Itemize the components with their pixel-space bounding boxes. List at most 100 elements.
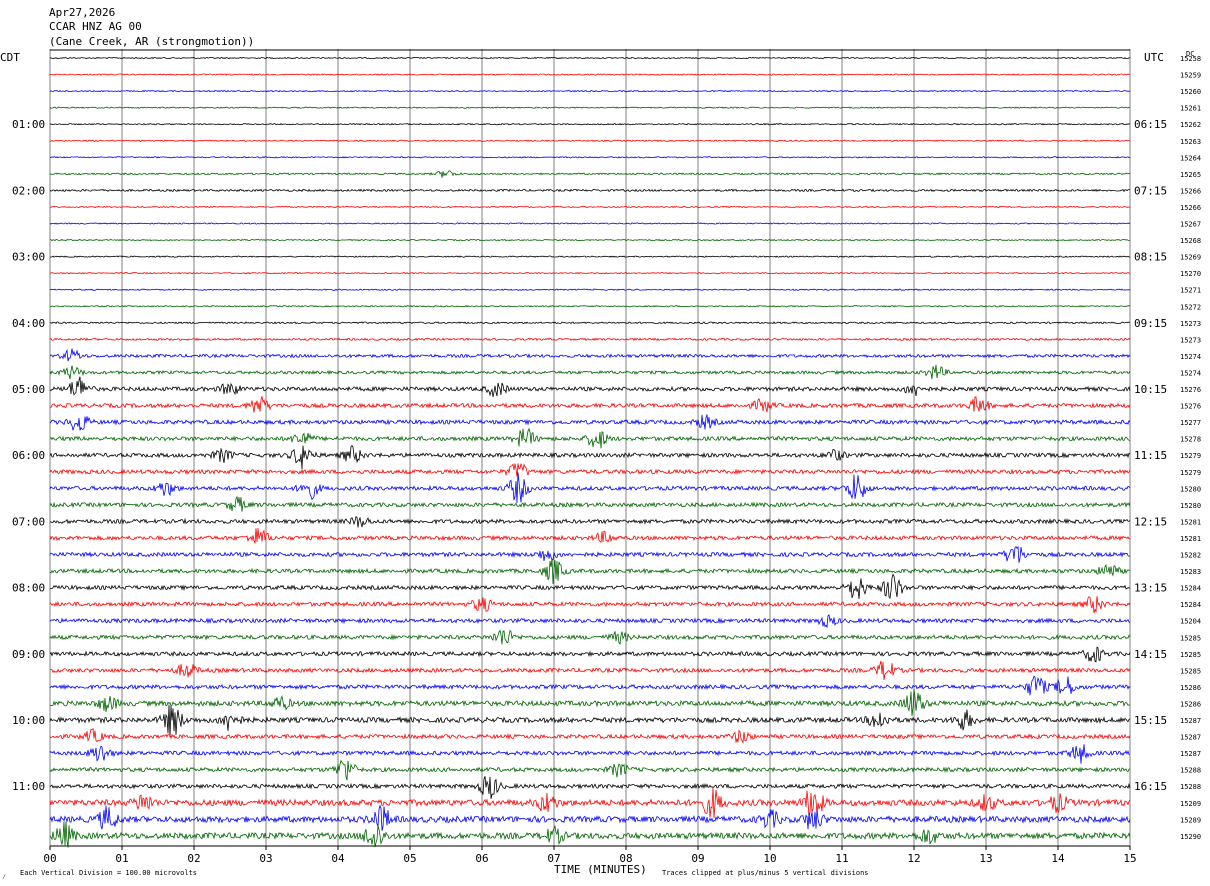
right-time-labels: 06:15 07:15 08:15 09:15 10:15 11:15 12:15 13:15… (1134, 118, 1167, 793)
x-tick-label: 09 (691, 852, 704, 865)
dc-value: 15284 (1180, 601, 1201, 609)
dc-value: 15290 (1180, 833, 1201, 841)
left-timezone-label: CDT (0, 51, 20, 64)
trace-30 (49, 545, 1131, 563)
trace-29 (49, 528, 1131, 544)
left-time-label: 01:00 (12, 118, 45, 131)
trace-5 (49, 139, 1131, 142)
trace-1 (49, 73, 1131, 76)
dc-value: 15260 (1180, 88, 1201, 96)
trace-39 (49, 688, 1131, 716)
trace-3 (49, 106, 1131, 109)
dc-value: 15277 (1180, 419, 1201, 427)
x-tick-label: 08 (619, 852, 632, 865)
dc-value: 15285 (1180, 634, 1201, 642)
trace-18 (49, 348, 1131, 362)
right-time-label: 13:15 (1134, 582, 1167, 595)
trace-46 (49, 804, 1131, 831)
right-time-label: 10:15 (1134, 383, 1167, 396)
trace-24 (49, 444, 1131, 470)
right-time-label: 15:15 (1134, 714, 1167, 727)
trace-4 (49, 122, 1131, 126)
dc-value: 15266 (1180, 204, 1201, 212)
dc-value: 15285 (1180, 651, 1201, 659)
trace-41 (49, 727, 1131, 744)
left-time-label: 06:00 (12, 449, 45, 462)
dc-value: 15269 (1180, 254, 1201, 262)
right-time-label: 11:15 (1134, 449, 1167, 462)
left-time-label: 08:00 (12, 582, 45, 595)
dc-label: DC (1186, 50, 1194, 58)
dc-value: 15263 (1180, 138, 1201, 146)
dc-value: 15274 (1180, 353, 1201, 361)
dc-value: 15287 (1180, 717, 1201, 725)
trace-32 (49, 573, 1131, 600)
dc-value: 15280 (1180, 502, 1201, 510)
right-time-label: 08:15 (1134, 251, 1167, 264)
dc-value: 15266 (1180, 187, 1201, 195)
dc-value: 15283 (1180, 568, 1201, 576)
dc-value: 15264 (1180, 154, 1201, 162)
x-tick-label: 07 (547, 852, 560, 865)
left-time-label: 02:00 (12, 184, 45, 197)
dc-value: 15276 (1180, 386, 1201, 394)
x-axis-ticks: 00 01 02 03 04 05 06 07 08 09 10 11 12 13 14 15 (43, 846, 1137, 865)
x-tick-label: 00 (43, 852, 56, 865)
dc-value: 15209 (1180, 800, 1201, 808)
x-tick-label: 02 (187, 852, 200, 865)
trace-31 (49, 558, 1131, 585)
trace-12 (50, 255, 1131, 258)
dc-value: 15274 (1180, 369, 1201, 377)
dc-value: 15287 (1180, 750, 1201, 758)
dc-value: 15286 (1180, 684, 1201, 692)
trace-26 (49, 472, 1131, 504)
dc-value: 15262 (1180, 121, 1201, 129)
trace-25 (49, 463, 1131, 477)
right-time-label: 16:15 (1134, 780, 1167, 793)
x-tick-label: 01 (115, 852, 128, 865)
dc-value: 15280 (1180, 485, 1201, 493)
dc-value: 15284 (1180, 585, 1201, 593)
corner-mark: ⁄ (2, 873, 6, 881)
left-time-label: 04:00 (12, 317, 45, 330)
dc-value: 15281 (1180, 535, 1201, 543)
trace-22 (49, 414, 1131, 431)
dc-value: 15278 (1180, 436, 1201, 444)
trace-15 (49, 305, 1131, 308)
dc-value: 15270 (1180, 270, 1201, 278)
trace-13 (49, 272, 1131, 275)
x-tick-label: 05 (403, 852, 416, 865)
dc-value: 15268 (1180, 237, 1201, 245)
minute-gridlines (49, 49, 1131, 847)
trace-10 (49, 222, 1131, 225)
trace-38 (49, 675, 1131, 696)
dc-value: 15289 (1180, 816, 1201, 824)
left-time-label: 03:00 (12, 251, 45, 264)
dc-value: 15276 (1180, 403, 1201, 411)
dc-value: 15267 (1180, 221, 1201, 229)
trace-2 (49, 89, 1130, 93)
dc-value: 15286 (1180, 700, 1201, 708)
trace-9 (49, 205, 1131, 209)
x-tick-label: 06 (475, 852, 488, 865)
x-axis-title: TIME (MINUTES) (554, 863, 647, 876)
header-station: CCAR HNZ AG 00 (49, 20, 142, 33)
dc-values: 15258 15259 15260 15261 15262 15263 15264 15265… (1180, 55, 1201, 841)
trace-47 (49, 821, 1131, 848)
trace-21 (49, 396, 1131, 413)
x-tick-label: 11 (835, 852, 848, 865)
scale-note: Each Vertical Division = 100.00 microvol… (20, 869, 197, 877)
dc-value: 15287 (1180, 734, 1201, 742)
trace-19 (49, 364, 1131, 380)
x-tick-label: 04 (331, 852, 345, 865)
dc-value: 15204 (1180, 618, 1201, 626)
x-tick-label: 12 (907, 852, 920, 865)
trace-17 (49, 337, 1131, 342)
left-time-label: 09:00 (12, 648, 45, 661)
left-time-label: 07:00 (12, 515, 45, 528)
trace-20 (49, 376, 1131, 397)
left-time-label: 10:00 (12, 714, 45, 727)
x-tick-label: 10 (763, 852, 776, 865)
left-time-label: 05:00 (12, 383, 45, 396)
